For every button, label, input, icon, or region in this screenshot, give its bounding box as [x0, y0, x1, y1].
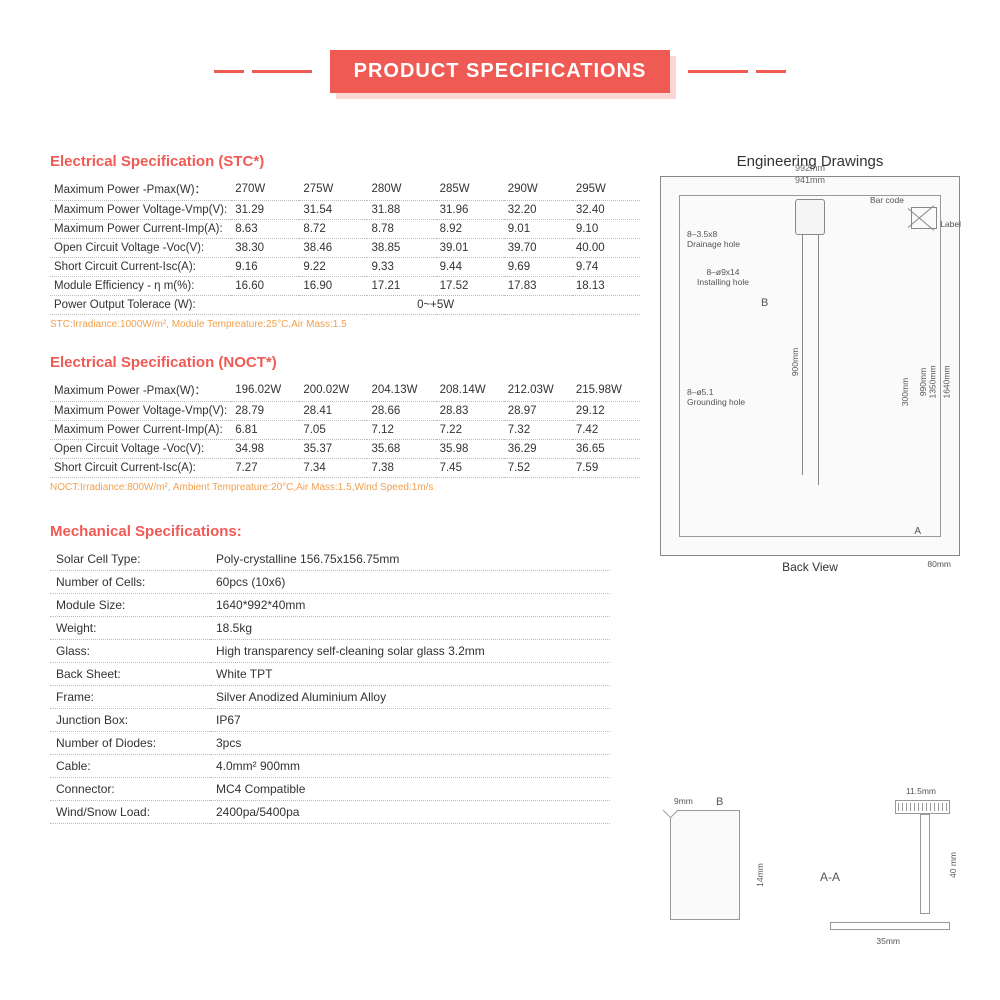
table-row: Short Circuit Current-Isc(A):9.169.229.3… [50, 258, 640, 277]
label-box-icon [911, 207, 937, 229]
section-aa: A-A [820, 870, 840, 884]
table-row: Maximum Power Current-Imp(A):8.638.728.7… [50, 220, 640, 239]
table-row: Connector:MC4 Compatible [50, 778, 610, 801]
table-row: Open Circuit Voltage -Voc(V):38.3038.463… [50, 239, 640, 258]
cell-outline-icon [670, 810, 740, 920]
table-row: Wind/Snow Load:2400pa/5400pa [50, 801, 610, 824]
tolerance-value: 0~+5W [231, 296, 640, 315]
dim-1350: 1350mm [927, 365, 937, 398]
dim-300: 300mm [900, 378, 910, 406]
dim-1640: 1640mm [941, 365, 951, 398]
ann-drain: 8–3.5x8 Drainage hole [687, 229, 740, 249]
dim-900: 900mm [790, 348, 800, 376]
table-row: Junction Box:IP67 [50, 709, 610, 732]
mech-title: Mechanical Specifications: [50, 523, 640, 540]
table-row: Frame:Silver Anodized Aluminium Alloy [50, 686, 610, 709]
back-view-drawing: 992mm 941mm 8–3.5x8 Drainage hole 8–ø9x1… [660, 176, 960, 556]
dash-right [688, 70, 786, 73]
table-row: Glass:High transparency self-cleaning so… [50, 640, 610, 663]
ann-barcode: Bar code [870, 195, 904, 205]
back-view-label: Back View [660, 560, 960, 574]
table-row: Number of Diodes:3pcs [50, 732, 610, 755]
table-row: Number of Cells:60pcs (10x6) [50, 571, 610, 594]
junction-box-icon [795, 199, 825, 235]
dim-40: 40 mm [948, 852, 958, 878]
noct-title: Electrical Specification (NOCT*) [50, 354, 640, 371]
letter-b: B [761, 297, 768, 309]
ann-install: 8–ø9x14 Installing hole [697, 267, 749, 287]
banner: PRODUCT SPECIFICATIONS [0, 0, 1000, 93]
ann-label: Label [940, 219, 961, 229]
stc-footnote: STC:Irradiance:1000W/m², Module Tempreat… [50, 319, 640, 330]
ann-ground: 8–ø5.1 Grounding hole [687, 387, 745, 407]
dim-992: 992mm [661, 163, 959, 173]
table-row: Module Efficiency - η m(%):16.6016.9017.… [50, 277, 640, 296]
frame-drawing: 9mm B 14mm 11.5mm 40 mm 35mm A-A [660, 790, 960, 960]
dim-9: 9mm [674, 796, 693, 806]
frame-profile-icon [810, 800, 950, 930]
dim-941: 941mm [661, 175, 959, 185]
dash-left [214, 70, 312, 73]
page-title: PRODUCT SPECIFICATIONS [330, 50, 671, 93]
dim-80: 80mm [927, 559, 951, 569]
stc-title: Electrical Specification (STC*) [50, 153, 640, 170]
noct-table: Maximum Power -Pmax(W)：196.02W200.02W204… [50, 379, 640, 478]
noct-footnote: NOCT:Irradiance:800W/m², Ambient Temprea… [50, 482, 640, 493]
dim-35: 35mm [876, 936, 900, 946]
table-row: Cable:4.0mm² 900mm [50, 755, 610, 778]
tolerance-label: Power Output Tolerace (W): [50, 296, 231, 315]
table-row: Module Size:1640*992*40mm [50, 594, 610, 617]
mech-table: Solar Cell Type:Poly-crystalline 156.75x… [50, 548, 610, 824]
dim-115: 11.5mm [906, 786, 936, 796]
table-row: Short Circuit Current-Isc(A):7.277.347.3… [50, 459, 640, 478]
stc-table: Maximum Power -Pmax(W)：270W275W280W285W2… [50, 178, 640, 315]
table-row: Solar Cell Type:Poly-crystalline 156.75x… [50, 548, 610, 571]
letter-b2: B [716, 796, 723, 808]
table-row: Weight:18.5kg [50, 617, 610, 640]
table-row: Maximum Power Voltage-Vmp(V):31.2931.543… [50, 201, 640, 220]
dim-990: 990mm [918, 368, 928, 396]
table-row: Maximum Power -Pmax(W)：270W275W280W285W2… [50, 178, 640, 201]
table-row: Maximum Power -Pmax(W)：196.02W200.02W204… [50, 379, 640, 402]
letter-a: A [914, 526, 921, 537]
table-row: Maximum Power Voltage-Vmp(V):28.7928.412… [50, 402, 640, 421]
table-row: Back Sheet:White TPT [50, 663, 610, 686]
dim-14: 14mm [755, 863, 765, 887]
table-row: Maximum Power Current-Imp(A):6.817.057.1… [50, 421, 640, 440]
table-row: Open Circuit Voltage -Voc(V):34.9835.373… [50, 440, 640, 459]
